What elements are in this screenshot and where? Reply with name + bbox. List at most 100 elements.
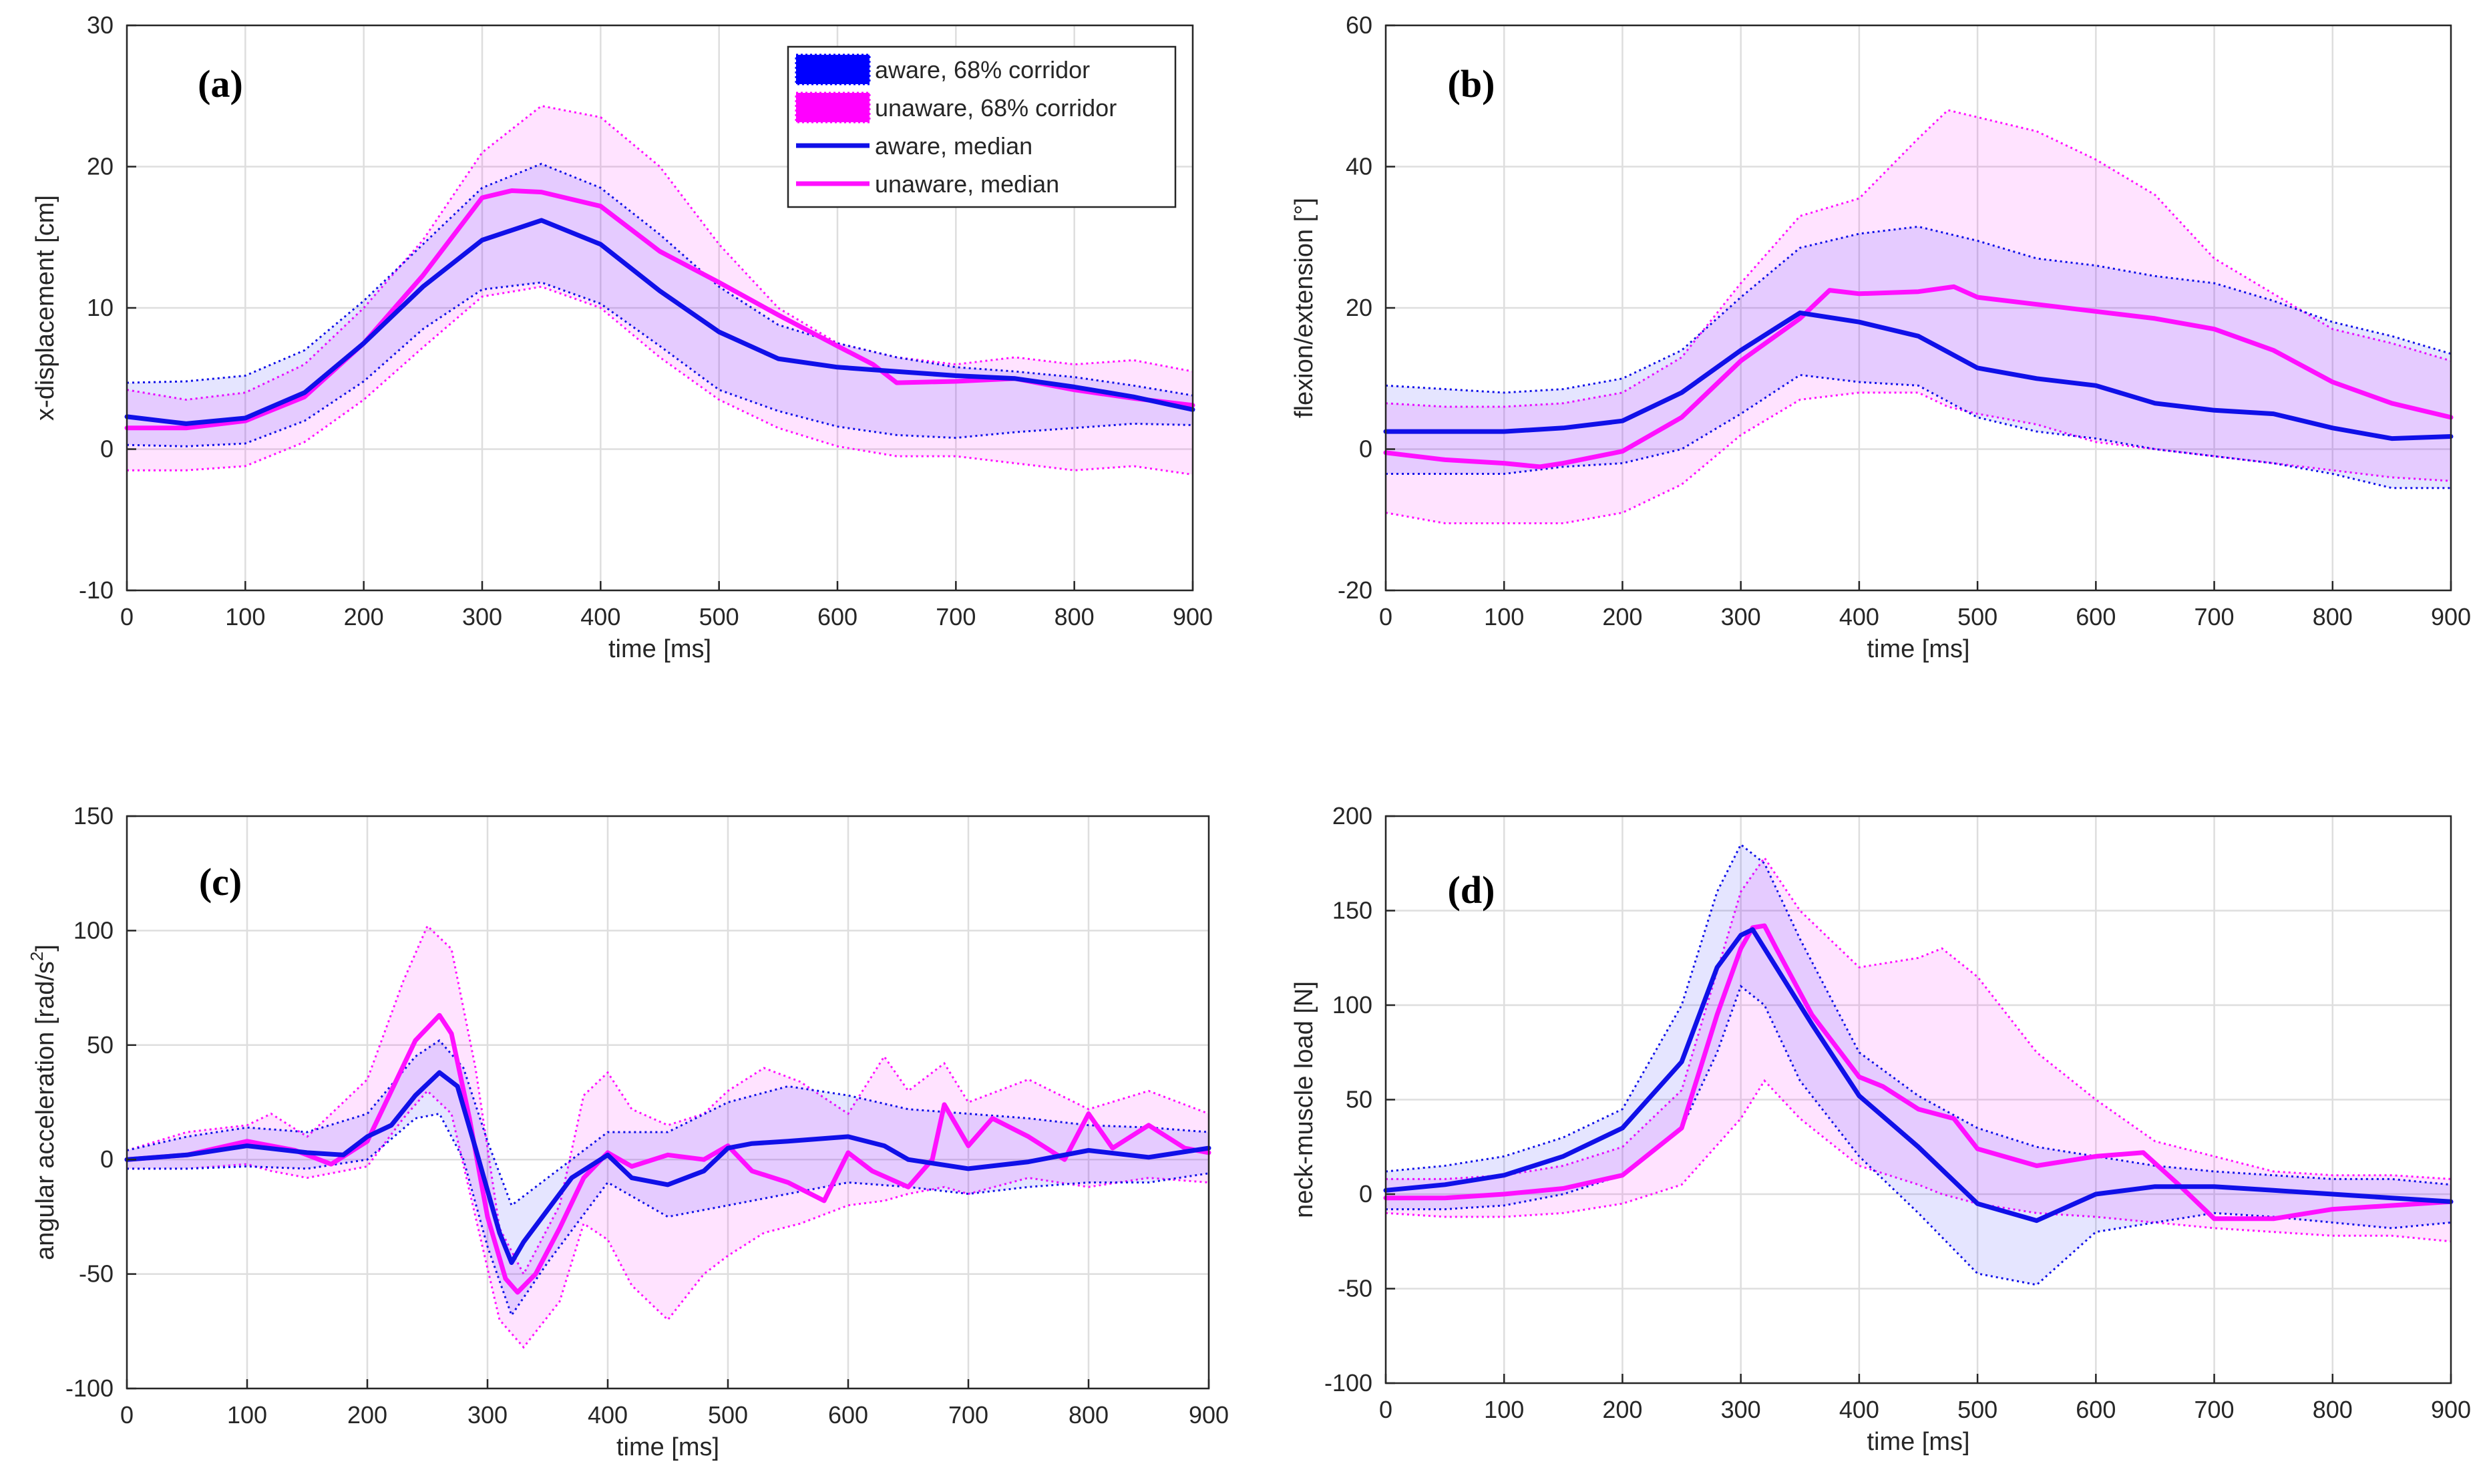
x-axis-label: time [ms] — [608, 635, 711, 663]
aware-median-line — [124, 1070, 1211, 1265]
x-tick-label: 800 — [1055, 603, 1095, 630]
chart-panel-b: 0 100 200 300 400 500 600 700 800 900 -20 0 20 40 60 ti… — [1290, 11, 2471, 663]
y-tick-label: -20 — [1338, 576, 1372, 604]
unaware-corridor-lower-bound — [127, 285, 1193, 476]
aware-median-line — [124, 218, 1195, 426]
y-axis-label-text: x-displacement [cm] — [31, 195, 59, 421]
legend-label-aware-median: aware, median — [875, 132, 1032, 160]
y-tick-label: 0 — [100, 435, 114, 463]
x-tick-label: 600 — [2076, 1396, 2116, 1423]
x-tick-label: 700 — [936, 603, 976, 630]
x-tick-label: 0 — [120, 603, 134, 630]
y-tick-label: 20 — [1346, 294, 1372, 321]
y-axis-label: flexion/extension [°] — [1290, 198, 1318, 418]
y-axis-label-text: angular acceleration [rad/s — [31, 961, 59, 1260]
x-tick-label: 100 — [1484, 1396, 1524, 1423]
legend-swatch-unaware-corridor — [795, 91, 871, 124]
x-tick-label: 200 — [347, 1401, 387, 1429]
legend-label-aware-corridor: aware, 68% corridor — [875, 56, 1090, 83]
x-tick-label: 800 — [2313, 1396, 2353, 1423]
x-tick-label: 600 — [828, 1401, 868, 1429]
y-tick-label: 60 — [1346, 11, 1372, 39]
aware-median-line — [1383, 310, 2454, 441]
x-tick-label: 500 — [1957, 603, 1997, 630]
legend-label-unaware-median: unaware, median — [875, 170, 1059, 198]
aware-corridor-lower-bound — [127, 1112, 1209, 1318]
y-tick-label: -50 — [79, 1260, 114, 1288]
x-axis-label: time [ms] — [1867, 1428, 1969, 1456]
x-tick-label: 800 — [2313, 603, 2353, 630]
y-tick-label: -50 — [1338, 1275, 1372, 1302]
unaware-corridor-lower-bound — [1385, 1079, 2452, 1243]
x-tick-label: 100 — [225, 603, 265, 630]
aware-corridor-area — [1386, 226, 2451, 488]
panel-letter: (a) — [198, 62, 243, 106]
y-tick-label: 150 — [1332, 897, 1372, 924]
x-tick-label: 700 — [948, 1401, 988, 1429]
y-axis-label-text: neck-muscle load [N] — [1290, 981, 1318, 1218]
x-tick-label: 600 — [817, 603, 857, 630]
unaware-corridor-upper-bound — [126, 924, 1209, 1276]
y-tick-label: 100 — [73, 916, 114, 944]
y-tick-label: 10 — [87, 294, 114, 321]
panel-letter: (d) — [1448, 868, 1495, 912]
unaware-corridor-upper-bound — [1385, 109, 2452, 408]
y-axis-label-end: ] — [31, 944, 59, 952]
y-tick-label: -100 — [1324, 1369, 1372, 1397]
x-tick-label: 500 — [1957, 1396, 1997, 1423]
legend: aware, 68% corridor unaware, 68% corridor… — [787, 45, 1177, 208]
plot-area — [127, 816, 1209, 1388]
unaware-median-line — [124, 1012, 1211, 1295]
x-tick-label: 300 — [1721, 603, 1761, 630]
x-tick-label: 300 — [462, 603, 502, 630]
x-tick-label: 500 — [708, 1401, 748, 1429]
panel-letter: (c) — [199, 860, 242, 904]
y-tick-label: 200 — [1332, 802, 1372, 829]
x-tick-label: 700 — [2194, 603, 2235, 630]
y-tick-label: 0 — [1359, 1180, 1372, 1208]
legend-label-unaware-corridor: unaware, 68% corridor — [875, 94, 1117, 122]
x-axis-label: time [ms] — [616, 1433, 719, 1461]
panel-letter: (b) — [1448, 62, 1495, 106]
aware-corridor-lower-bound — [126, 281, 1193, 447]
y-axis-label-superscript: 2 — [27, 952, 47, 961]
unaware-corridor-area — [127, 926, 1209, 1348]
aware-corridor-area — [1386, 844, 2451, 1285]
x-tick-label: 800 — [1069, 1401, 1109, 1429]
y-axis-label: angular acceleration [rad/s2] — [27, 944, 59, 1260]
y-tick-label: 20 — [87, 153, 114, 180]
unaware-corridor-upper-bound — [1386, 856, 2452, 1180]
x-tick-label: 400 — [588, 1401, 628, 1429]
x-tick-label: 100 — [227, 1401, 267, 1429]
x-tick-label: 0 — [120, 1401, 134, 1429]
legend-swatch-aware-corridor — [795, 53, 871, 85]
aware-corridor-lower-bound — [1386, 984, 2452, 1286]
x-tick-label: 0 — [1379, 603, 1392, 630]
unaware-median-line — [1383, 923, 2454, 1222]
x-tick-label: 0 — [1379, 1396, 1392, 1423]
x-tick-label: 900 — [1189, 1401, 1229, 1429]
x-axis-label: time [ms] — [1867, 635, 1969, 663]
x-tick-label: 900 — [2431, 603, 2471, 630]
y-tick-label: 50 — [1346, 1086, 1372, 1113]
y-tick-label: 100 — [1332, 991, 1372, 1018]
x-tick-label: 300 — [1721, 1396, 1761, 1423]
x-tick-label: 200 — [1602, 603, 1642, 630]
unaware-corridor-lower-bound — [1385, 391, 2452, 524]
unaware-corridor-area — [1386, 110, 2451, 524]
aware-corridor-upper-bound — [1385, 843, 2452, 1186]
y-axis-label: neck-muscle load [N] — [1290, 981, 1318, 1218]
y-tick-label: -10 — [79, 576, 114, 604]
x-tick-label: 200 — [1602, 1396, 1642, 1423]
y-axis-label: x-displacement [cm] — [31, 195, 59, 421]
x-tick-label: 900 — [1173, 603, 1213, 630]
unaware-median-line — [1383, 284, 2454, 470]
axes-box — [126, 815, 1210, 1390]
y-tick-label: 30 — [87, 11, 114, 39]
x-tick-label: 400 — [580, 603, 620, 630]
x-tick-label: 400 — [1839, 1396, 1879, 1423]
aware-median-line — [1383, 927, 2454, 1224]
x-tick-label: 900 — [2431, 1396, 2471, 1423]
y-tick-label: 50 — [87, 1031, 114, 1059]
